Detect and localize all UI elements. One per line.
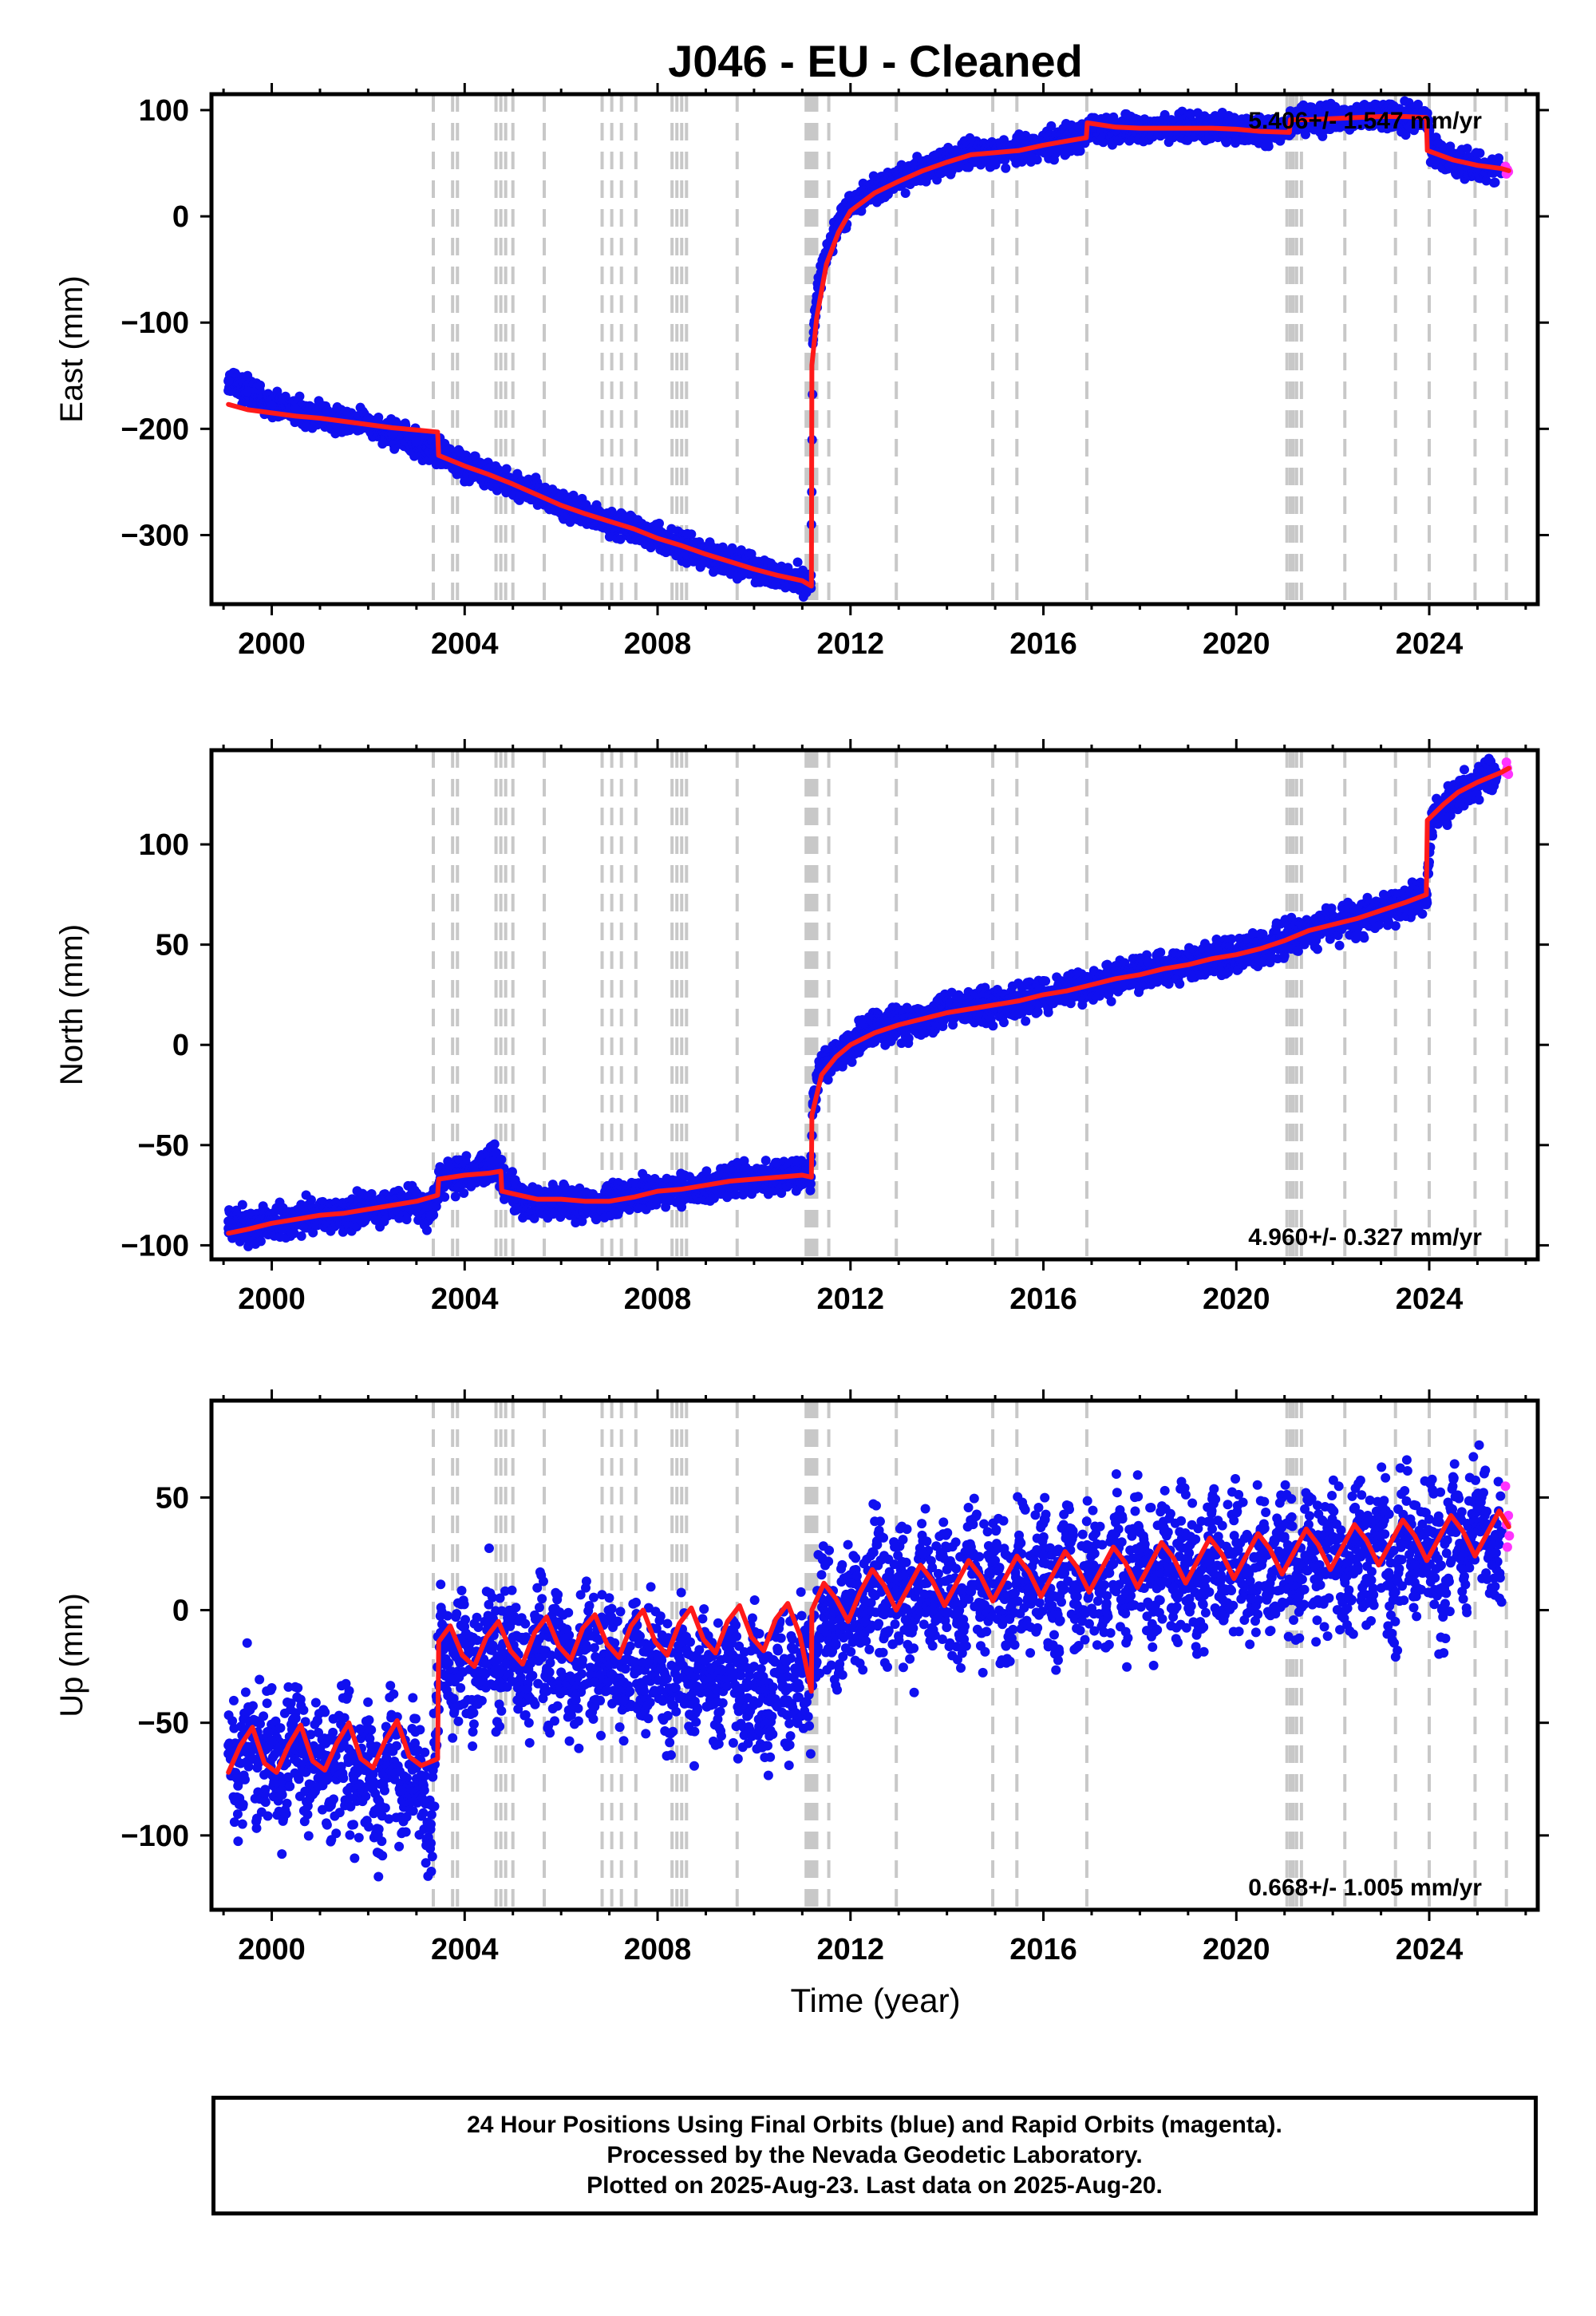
final-orbit-point: [501, 464, 512, 474]
final-orbit-point: [1017, 156, 1027, 167]
final-orbit-point: [792, 557, 803, 567]
final-orbit-point: [450, 1192, 460, 1202]
final-orbit-point: [1475, 148, 1485, 158]
final-orbit-point: [411, 437, 421, 447]
chart-title: J046 - EU - Cleaned: [668, 36, 1083, 86]
final-orbit-points-north: [223, 753, 1502, 1251]
y-axis-label-east: East (mm): [54, 275, 89, 422]
final-orbit-point: [255, 380, 266, 390]
plot-area-east: [223, 94, 1514, 604]
final-orbit-point: [294, 391, 305, 401]
final-orbit-point: [686, 529, 697, 539]
final-orbit-point: [856, 206, 867, 216]
final-orbit-point: [1263, 141, 1274, 152]
y-tick-label: −200: [120, 413, 189, 446]
rate-label-east: 5.406+/- 1.547 mm/yr: [1248, 108, 1482, 134]
final-orbit-point: [255, 1236, 266, 1247]
final-orbit-point: [1001, 163, 1011, 173]
final-orbit-points-east: [223, 96, 1507, 602]
panel-east: 2000 2004 2008 2012 2016 2020 2024 100 0 −100 −200…: [54, 36, 1549, 661]
final-orbit-point: [421, 1225, 432, 1235]
final-orbit-point: [223, 376, 234, 386]
x-tick-label: 2004: [431, 627, 499, 661]
final-orbit-point: [1108, 112, 1119, 122]
panel-north: 2000 2004 2008 2012 2016 2020 2024100500−50−10…: [54, 739, 1549, 1316]
y-tick-label: −100: [120, 306, 189, 340]
final-orbit-point: [604, 532, 614, 542]
final-orbit-point: [1221, 137, 1231, 148]
final-orbit-point: [387, 429, 397, 439]
x-tick-label: 2000: [238, 627, 306, 661]
model-fit-line-east: [226, 114, 1511, 589]
final-orbit-point: [290, 405, 301, 415]
plot-area-north: [223, 750, 1514, 1259]
final-orbit-point: [1462, 144, 1472, 154]
final-orbit-point: [1481, 176, 1491, 186]
final-orbit-point: [1490, 177, 1500, 188]
final-orbit-point: [459, 1188, 469, 1198]
final-orbit-point: [507, 1167, 517, 1177]
final-orbit-point: [489, 1139, 500, 1149]
final-orbit-point: [296, 1231, 306, 1241]
final-orbit-point: [243, 386, 253, 397]
final-orbit-point: [1032, 155, 1042, 165]
x-tick-label: 2020: [1203, 627, 1270, 661]
final-orbit-point: [267, 401, 277, 411]
final-orbit-point: [461, 1151, 472, 1161]
final-orbit-point: [1075, 146, 1085, 156]
final-orbit-point: [736, 545, 746, 555]
y-tick-label: 0: [172, 200, 189, 234]
plot-frame-east: [209, 92, 1540, 607]
final-orbit-point: [900, 188, 911, 198]
x-tick-label: 2024: [1396, 627, 1464, 661]
y-tick-label: −300: [120, 519, 189, 552]
final-orbit-point: [440, 1192, 450, 1202]
x-tick-label: 2012: [817, 627, 885, 661]
y-tick-label: 100: [139, 94, 189, 128]
x-tick-label: 2016: [1009, 627, 1077, 661]
final-orbit-point: [1046, 121, 1057, 131]
final-orbit-point: [237, 1199, 247, 1210]
x-tick-label: 2008: [624, 627, 692, 661]
final-orbit-point: [654, 518, 665, 528]
